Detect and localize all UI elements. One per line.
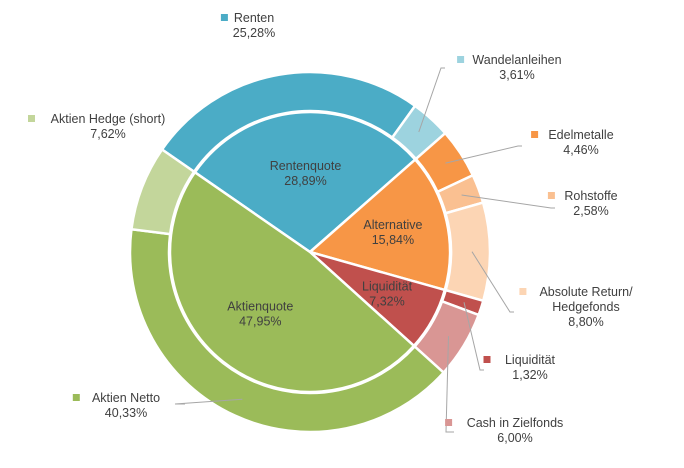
outer-label-aktien-hedge-short: Aktien Hedge (short) 7,62% <box>51 112 166 141</box>
legend-swatch-aktien-hedge-short <box>28 115 35 122</box>
outer-labels <box>28 14 555 433</box>
leader-line-liquidität <box>463 302 484 371</box>
outer-label-absolute-return: Absolute Return/Hedgefonds 8,80% <box>539 285 633 329</box>
outer-label-aktien-netto: Aktien Netto 40,33% <box>92 391 160 420</box>
outer-ring <box>128 70 492 434</box>
legend-swatch-edelmetalle <box>531 131 539 138</box>
inner-label-liquidität: Liquidität 7,32% <box>362 280 413 309</box>
legend-swatch-rohstoffe <box>547 192 555 199</box>
inner-ring <box>168 110 452 394</box>
leader-line-wandelanleihen <box>418 67 445 133</box>
outer-slice-absolute-return <box>444 200 492 303</box>
leader-line-edelmetalle <box>445 145 522 164</box>
legend-swatch-renten <box>220 14 228 21</box>
outer-label-renten: Renten 25,28% <box>233 11 275 40</box>
inner-label-alternative: Alternative 15,84% <box>363 218 422 247</box>
leader-line-absolute-return <box>471 251 514 313</box>
leader-line-aktien-netto <box>174 398 243 405</box>
outer-label-cash-in-zielfonds: Cash in Zielfonds 6,00% <box>467 416 564 445</box>
outer-slice-aktien-hedge-short <box>130 147 196 236</box>
legend-swatch-wandelanleihen <box>457 56 465 63</box>
legend-swatch-cash-in-zielfonds <box>445 419 453 426</box>
legend-swatch-aktien-netto <box>72 394 80 401</box>
outer-label-wandelanleihen: Wandelanleihen 3,61% <box>472 53 561 82</box>
legend-swatch-absolute-return <box>519 288 527 295</box>
legend-swatch-liquidität <box>483 356 491 363</box>
outer-label-liquidität: Liquidität 1,32% <box>505 353 556 382</box>
leader-line-rohstoffe <box>461 194 555 209</box>
outer-label-rohstoffe: Rohstoffe 2,58% <box>564 189 617 218</box>
inner-label-aktienquote: Aktienquote 47,95% <box>227 300 293 329</box>
outer-label-edelmetalle: Edelmetalle 4,46% <box>548 128 613 157</box>
inner-label-rentenquote: Rentenquote 28,89% <box>270 159 342 188</box>
leader-line-cash-in-zielfonds <box>445 336 454 433</box>
